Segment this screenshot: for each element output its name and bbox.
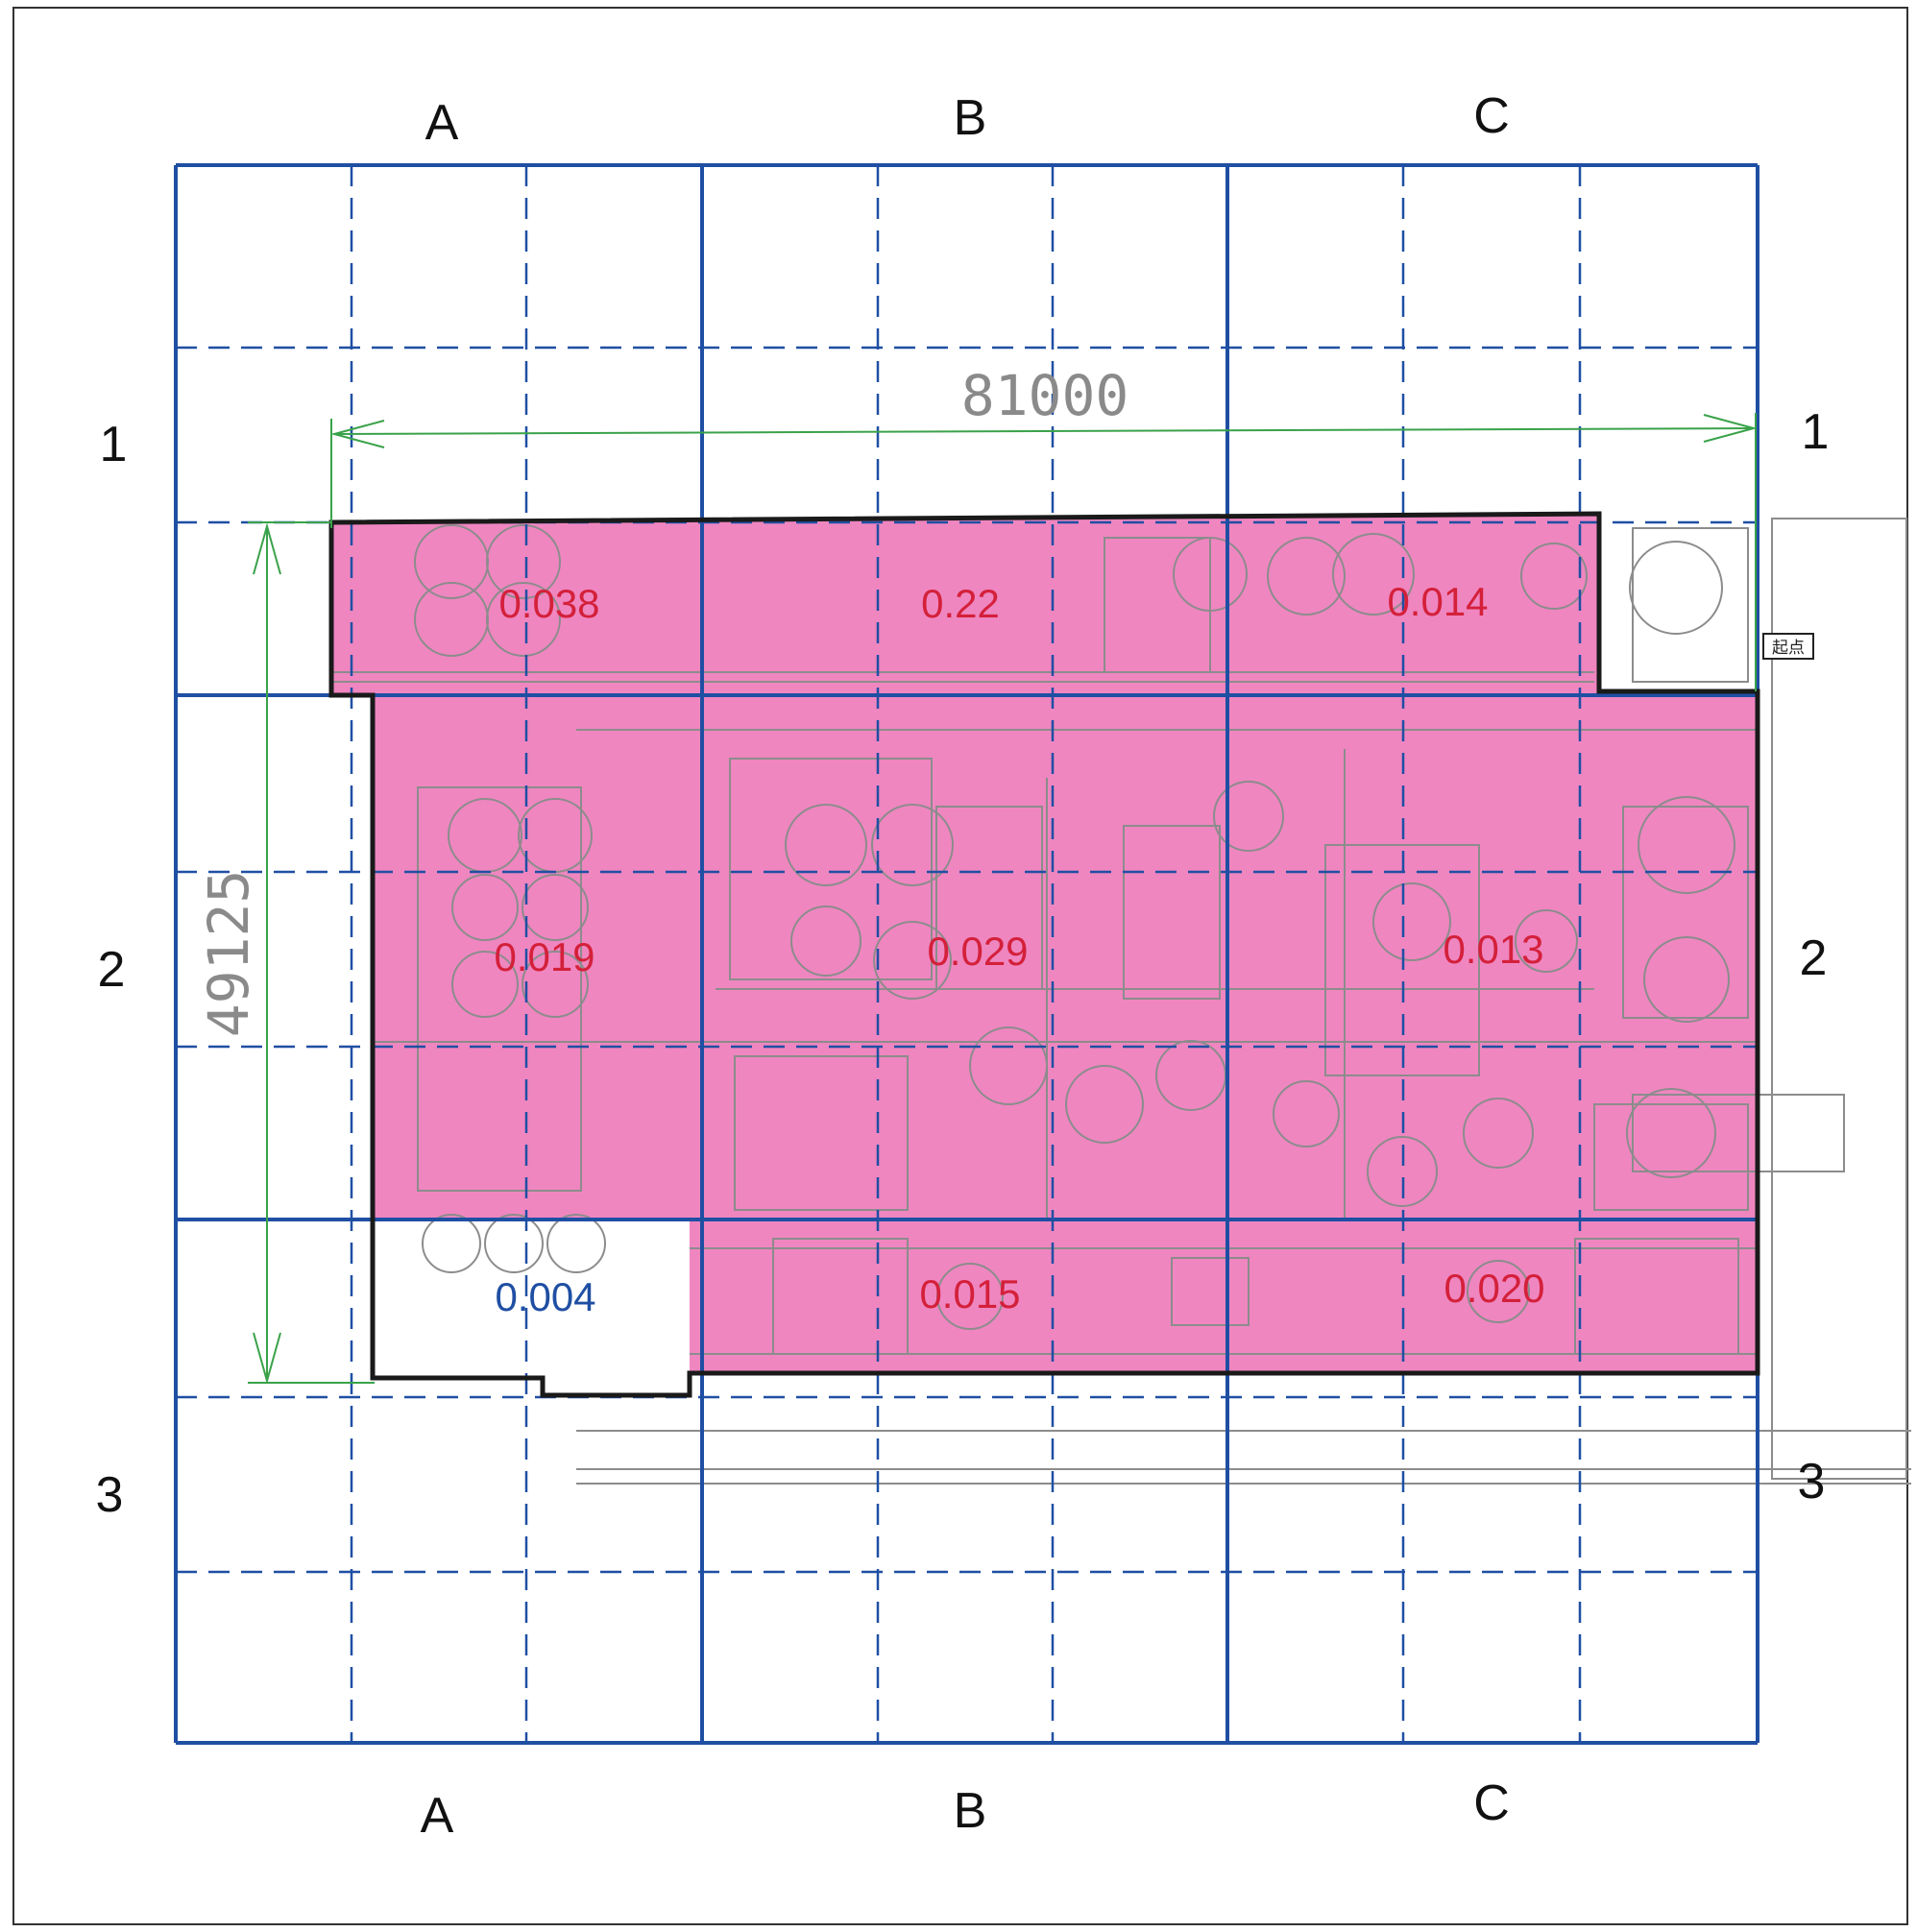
highlighted-area	[331, 514, 1758, 1373]
equipment-outline	[1771, 518, 1907, 1480]
equipment-outline	[417, 786, 582, 1192]
width-dimension-label: 81000	[961, 363, 1129, 428]
column-label-top-c: C	[1473, 88, 1510, 144]
equipment-outline	[1626, 1088, 1716, 1178]
equipment-outline	[451, 951, 519, 1018]
row-label-right-2: 2	[1800, 930, 1828, 986]
row-label-left-2: 2	[98, 942, 126, 998]
plant-layout-drawing	[331, 518, 1911, 1485]
cell-value-b3: 0.015	[919, 1271, 1020, 1316]
equipment-outline	[1467, 1260, 1530, 1323]
equipment-outline	[1638, 796, 1735, 894]
equipment-outline	[1622, 806, 1749, 1019]
equipment-outline	[522, 874, 589, 941]
equipment-outline	[546, 1214, 606, 1273]
equipment-outline	[936, 1263, 1004, 1330]
equipment-outline	[1273, 1080, 1340, 1147]
equipment-outline	[422, 1214, 481, 1273]
height-dimension	[248, 521, 375, 1385]
equipment-outline	[1520, 543, 1588, 610]
height-dimension-label: 49125	[196, 870, 261, 1038]
equipment-outline	[734, 1055, 909, 1211]
column-label-bottom-c: C	[1473, 1775, 1510, 1831]
row-label-right-1: 1	[1802, 404, 1830, 460]
equipment-outline	[486, 582, 561, 657]
equipment-outline	[785, 804, 867, 886]
equipment-outline	[1213, 781, 1284, 852]
equipment-outline	[1065, 1065, 1144, 1144]
equipment-outline	[790, 906, 861, 977]
width-dimension	[330, 413, 1758, 691]
cell-value-a1: 0.038	[498, 581, 599, 626]
cell-value-b1: 0.22	[921, 581, 1000, 626]
row-label-left-1: 1	[100, 417, 128, 472]
equipment-outline	[873, 921, 952, 1000]
column-label-top-a: A	[425, 95, 459, 151]
equipment-outline	[1463, 1098, 1534, 1169]
equipment-outline	[1593, 1103, 1749, 1211]
survey-boundary	[328, 511, 1760, 1398]
equipment-outline	[1372, 882, 1451, 961]
cell-value-c2: 0.013	[1443, 927, 1543, 972]
equipment-outline	[1643, 936, 1730, 1023]
column-label-bottom-a: A	[421, 1788, 454, 1844]
cell-value-b2: 0.029	[927, 929, 1028, 974]
equipment-outline	[1632, 527, 1749, 683]
reference-grid	[174, 163, 1759, 1745]
equipment-outline	[1267, 537, 1346, 616]
start-point-label-box	[1762, 633, 1814, 660]
column-label-bottom-b: B	[954, 1783, 987, 1839]
equipment-outline	[1324, 844, 1480, 1076]
equipment-outline	[1515, 909, 1578, 973]
equipment-outline	[1632, 1094, 1845, 1172]
row-label-right-3: 3	[1798, 1454, 1826, 1509]
equipment-outline	[1629, 541, 1723, 635]
equipment-outline	[484, 1214, 544, 1273]
start-point-label: 起点	[1772, 639, 1805, 657]
cell-value-c3: 0.020	[1444, 1266, 1544, 1311]
equipment-outline	[1332, 533, 1415, 616]
equipment-outline	[451, 874, 519, 941]
equipment-outline	[1367, 1136, 1438, 1207]
cell-value-c1: 0.014	[1387, 579, 1488, 624]
equipment-outline	[729, 758, 933, 980]
row-label-left-3: 3	[96, 1467, 124, 1523]
equipment-outline	[522, 951, 589, 1018]
equipment-outline	[871, 804, 954, 886]
cell-value-a3: 0.004	[495, 1274, 595, 1319]
equipment-outline	[486, 524, 561, 599]
cell-value-a2: 0.019	[494, 934, 595, 979]
equipment-outline	[1171, 1257, 1250, 1326]
equipment-outline	[1123, 825, 1221, 1000]
column-label-top-b: B	[954, 90, 987, 146]
